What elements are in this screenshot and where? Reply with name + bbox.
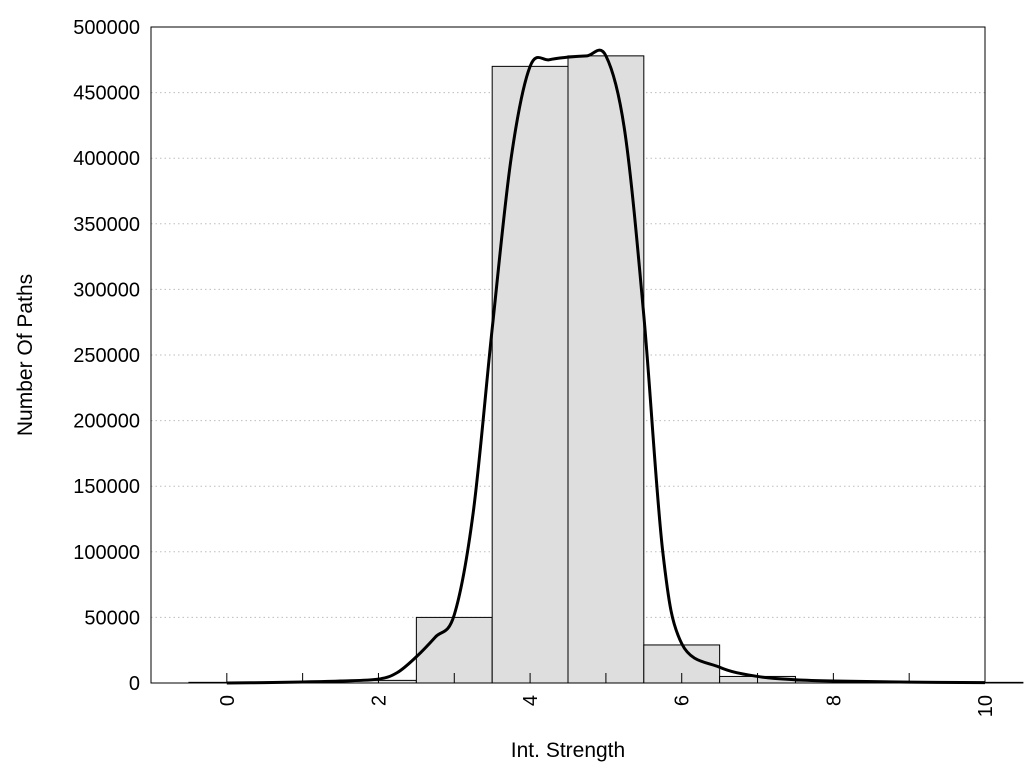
y-tick-label: 0 <box>129 673 140 695</box>
y-tick-label: 250000 <box>73 345 140 367</box>
y-tick-label: 100000 <box>73 542 140 564</box>
plot-frame <box>150 26 986 684</box>
y-tick-label: 300000 <box>73 279 140 301</box>
y-tick-label: 200000 <box>73 411 140 433</box>
bars <box>188 55 1024 684</box>
bar-4 <box>491 65 569 684</box>
x-tick-label: 0 <box>217 695 239 706</box>
x-axis-ticks: 0 2 4 6 8 10 <box>217 673 997 717</box>
x-axis-label: Int. Strength <box>511 739 625 762</box>
x-tick-label: 4 <box>520 695 542 706</box>
bar-3 <box>415 616 493 684</box>
y-tick-label: 150000 <box>73 476 140 498</box>
y-tick-label: 400000 <box>73 148 140 170</box>
y-axis-label: Number Of Paths <box>14 274 37 436</box>
y-tick-label: 450000 <box>73 83 140 105</box>
fit-curve <box>226 48 986 685</box>
bar-5 <box>567 55 645 684</box>
x-tick-label: 10 <box>975 695 997 717</box>
x-tick-label: 6 <box>672 695 694 706</box>
x-tick-label: 2 <box>368 695 390 706</box>
y-tick-label: 350000 <box>73 214 140 236</box>
y-tick-label: 50000 <box>84 607 140 629</box>
x-tick-label: 8 <box>823 695 845 706</box>
y-tick-label: 500000 <box>73 17 140 39</box>
y-axis-ticks: 0 50000 100000 150000 200000 250000 300000 3500… <box>73 17 140 695</box>
